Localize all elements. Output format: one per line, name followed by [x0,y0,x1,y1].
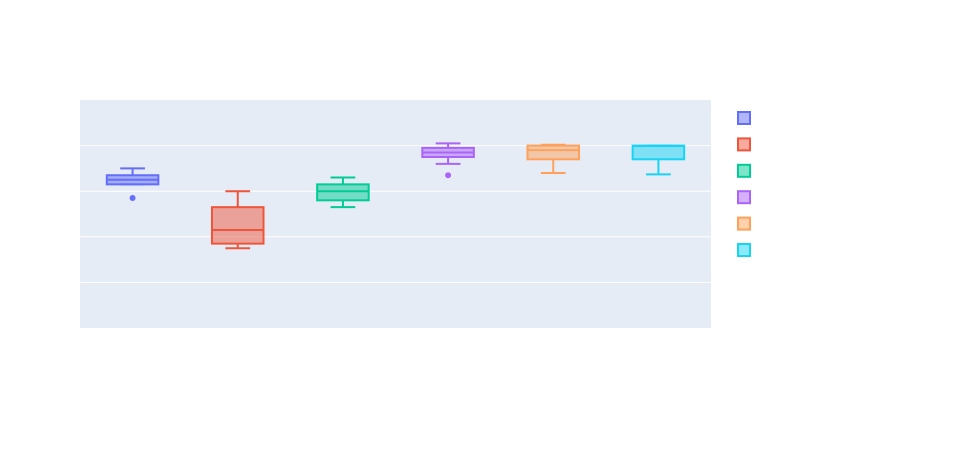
box-trace-5[interactable] [526,143,581,174]
box-series-layer [105,142,686,250]
legend-item-6[interactable] [737,243,751,257]
legend-swatch [737,190,751,205]
box-trace-2[interactable] [210,190,265,250]
gridlines [80,145,711,283]
legend-swatch [737,243,751,257]
legend-swatch [737,111,751,125]
interquartile-box[interactable] [631,144,686,161]
box-trace-4[interactable] [421,142,475,179]
outlier-point[interactable] [129,195,136,202]
box-trace-3[interactable] [316,176,370,209]
legend-item-2[interactable] [737,137,751,152]
interquartile-box[interactable] [210,206,265,245]
legend-item-5[interactable] [737,216,751,231]
legend-item-1[interactable] [737,111,751,125]
legend-swatch [737,137,751,152]
plot-area [80,100,711,328]
legend-item-4[interactable] [737,190,751,205]
legend[interactable] [737,111,751,257]
interquartile-box[interactable] [316,183,370,202]
legend-swatch [737,216,751,231]
box-trace-6[interactable] [631,144,686,176]
interquartile-box[interactable] [526,144,581,161]
legend-swatch [737,163,751,178]
outlier-point[interactable] [445,172,452,179]
box-trace-1[interactable] [105,167,160,202]
legend-item-3[interactable] [737,163,751,178]
